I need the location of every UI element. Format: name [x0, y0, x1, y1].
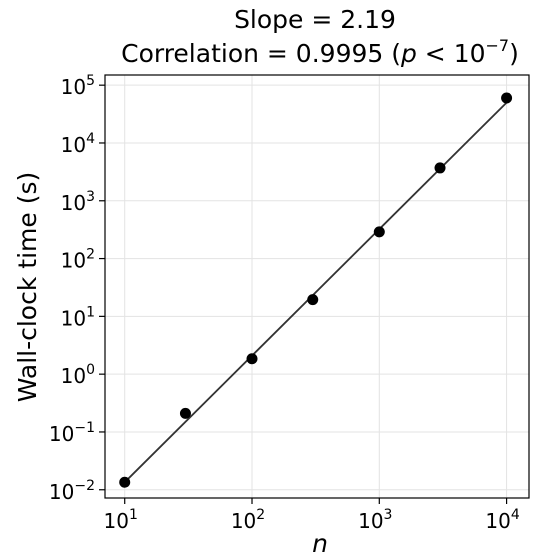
y-tick-label: 104 [61, 131, 95, 157]
x-axis-label: n [312, 529, 328, 557]
y-tick-label: 103 [61, 189, 95, 215]
data-point [373, 226, 385, 238]
title-lt: < 10 [417, 39, 486, 68]
y-ticks: 10−2 10−1 100 101 102 103 104 105 [49, 73, 105, 504]
grid [105, 75, 529, 498]
data-point [179, 407, 191, 419]
title-exp: −7 [486, 36, 510, 55]
chart-title-line2: Correlation = 0.9995 (p < 10−7) [121, 36, 519, 68]
data-point [246, 353, 258, 365]
y-tick-label: 102 [61, 247, 95, 273]
data-point [434, 162, 446, 174]
x-tick-label: 103 [358, 507, 392, 533]
x-ticks: 101 102 103 104 [104, 498, 520, 533]
fit-line-layer [124, 101, 508, 483]
x-tick-label: 102 [231, 507, 265, 533]
y-tick-label: 105 [61, 73, 95, 99]
plot-frame [104, 74, 530, 499]
data-points [119, 92, 513, 488]
fit-line [124, 101, 508, 483]
title-suffix: ) [509, 39, 519, 68]
chart-title-line1: Slope = 2.19 [234, 5, 396, 34]
y-tick-label: 10−1 [49, 420, 95, 446]
y-tick-label: 101 [61, 304, 95, 330]
title-prefix: Correlation = 0.9995 ( [121, 39, 401, 68]
x-tick-label: 101 [104, 507, 138, 533]
y-tick-label: 100 [61, 362, 95, 388]
title-p: p [400, 39, 417, 68]
data-point [501, 92, 513, 104]
y-axis-label: Wall-clock time (s) [13, 172, 42, 402]
x-tick-label: 104 [485, 507, 519, 533]
y-tick-label: 10−2 [49, 478, 95, 504]
data-point [307, 294, 319, 306]
data-point [119, 476, 131, 488]
